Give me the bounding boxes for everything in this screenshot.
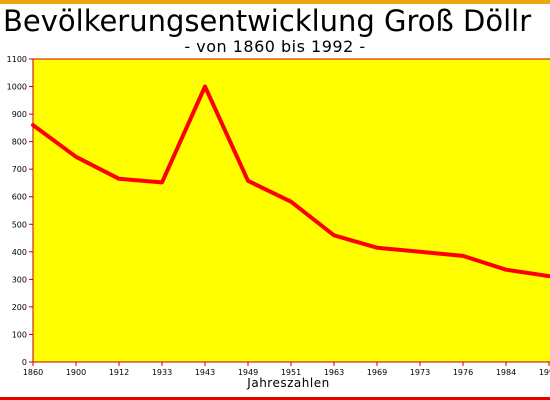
y-tick-label: 900 (12, 110, 27, 119)
x-tick-label: 1860 (23, 368, 43, 377)
y-tick-label: 0 (22, 358, 27, 367)
x-tick-label: 1992 (539, 368, 550, 377)
y-tick-label: 700 (12, 165, 27, 174)
x-tick-label: 1933 (152, 368, 172, 377)
x-tick-label: 1900 (66, 368, 86, 377)
x-axis-label: Jahreszahlen (246, 376, 329, 390)
x-tick-label: 1984 (496, 368, 516, 377)
bottom-border (0, 397, 550, 400)
x-tick-label: 1943 (195, 368, 215, 377)
y-tick-label: 600 (12, 193, 27, 202)
y-tick-label: 300 (12, 275, 27, 284)
y-axis-ticks: 0 100 200 300 400 500 600 700 800 900 1000 1100 (7, 55, 33, 367)
y-tick-label: 400 (12, 248, 27, 257)
plot-area (32, 58, 550, 363)
x-tick-label: 1912 (109, 368, 129, 377)
chart-subtitle: - von 1860 bis 1992 - (184, 37, 366, 56)
x-tick-label: 1951 (281, 368, 301, 377)
y-tick-label: 100 (12, 330, 27, 339)
x-tick-label: 1969 (367, 368, 387, 377)
x-tick-label: 1976 (453, 368, 473, 377)
y-tick-label: 200 (12, 303, 27, 312)
x-tick-label: 1949 (238, 368, 258, 377)
chart-title: Bevölkerungsentwicklung Groß Döllr (3, 4, 532, 38)
x-tick-label: 1963 (324, 368, 344, 377)
population-line (31, 84, 550, 279)
x-tick-label: 1973 (410, 368, 430, 377)
y-tick-label: 1100 (7, 55, 27, 64)
y-tick-label: 1000 (7, 83, 27, 92)
y-tick-label: 800 (12, 138, 27, 147)
x-axis-ticks: 1860 1900 1912 1933 1943 1949 1951 1963 1969 1973… (23, 362, 550, 377)
y-tick-label: 500 (12, 220, 27, 229)
top-border (0, 0, 550, 4)
